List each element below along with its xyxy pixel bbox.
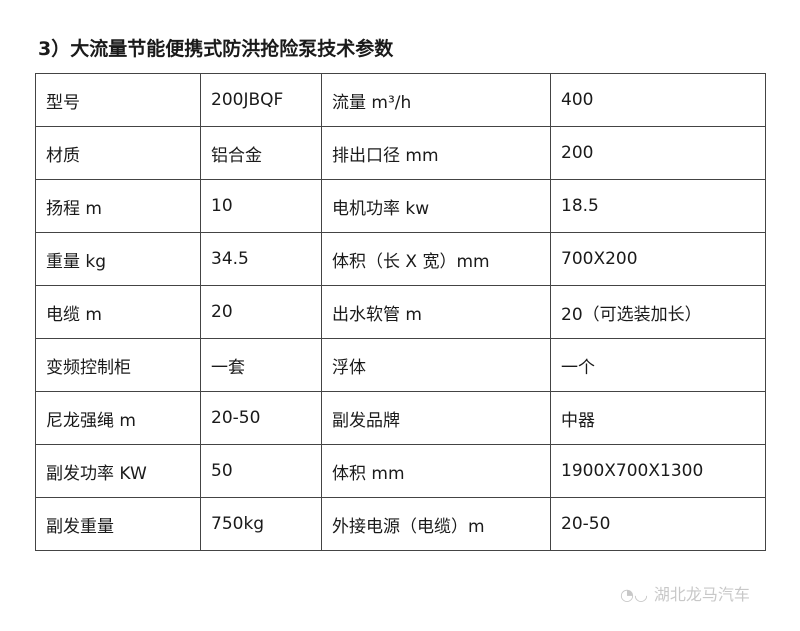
watermark: ◔◡ 湖北龙马汽车	[620, 581, 756, 605]
wechat-icon: ◔◡	[620, 585, 648, 604]
table-cell: 20-50	[200, 391, 322, 445]
table-row: 副发功率 KW 50 体积 mm 1900X700X1300	[35, 444, 766, 498]
table-row: 型号 200JBQF 流量 m³/h 400	[35, 73, 766, 127]
table-row: 变频控制柜 一套 浮体 一个	[35, 338, 766, 392]
page-title: 3）大流量节能便携式防洪抢险泵技术参数	[38, 38, 394, 60]
table-row: 重量 kg 34.5 体积（长 X 宽）mm 700X200	[35, 232, 766, 286]
table-cell: 18.5	[550, 179, 766, 233]
table-cell: 一个	[550, 338, 766, 392]
table-cell: 10	[200, 179, 322, 233]
table-cell: 外接电源（电缆）m	[321, 497, 551, 551]
table-cell: 200	[550, 126, 766, 180]
table-cell: 700X200	[550, 232, 766, 286]
table-cell: 20（可选装加长）	[550, 285, 766, 339]
table-cell: 750kg	[200, 497, 322, 551]
table-cell: 20	[200, 285, 322, 339]
table-cell: 200JBQF	[200, 73, 322, 127]
table-cell: 体积（长 X 宽）mm	[321, 232, 551, 286]
table-cell: 变频控制柜	[35, 338, 201, 392]
table-cell: 扬程 m	[35, 179, 201, 233]
table-cell: 排出口径 mm	[321, 126, 551, 180]
table-cell: 中器	[550, 391, 766, 445]
table-row: 扬程 m 10 电机功率 kw 18.5	[35, 179, 766, 233]
spec-table: 型号 200JBQF 流量 m³/h 400 材质 铝合金 排出口径 mm 200 扬程 m 10…	[35, 73, 766, 551]
table-cell: 20-50	[550, 497, 766, 551]
table-cell: 副发功率 KW	[35, 444, 201, 498]
table-cell: 电机功率 kw	[321, 179, 551, 233]
table-cell: 重量 kg	[35, 232, 201, 286]
table-cell: 尼龙强绳 m	[35, 391, 201, 445]
table-cell: 流量 m³/h	[321, 73, 551, 127]
table-cell: 体积 mm	[321, 444, 551, 498]
table-cell: 出水软管 m	[321, 285, 551, 339]
watermark-text: 湖北龙马汽车	[653, 585, 750, 604]
table-row: 材质 铝合金 排出口径 mm 200	[35, 126, 766, 180]
table-cell: 400	[550, 73, 766, 127]
table-cell: 50	[200, 444, 322, 498]
table-cell: 材质	[35, 126, 201, 180]
table-cell: 副发品牌	[321, 391, 551, 445]
table-row: 副发重量 750kg 外接电源（电缆）m 20-50	[35, 497, 766, 551]
table-row: 电缆 m 20 出水软管 m 20（可选装加长）	[35, 285, 766, 339]
table-row: 尼龙强绳 m 20-50 副发品牌 中器	[35, 391, 766, 445]
table-cell: 副发重量	[35, 497, 201, 551]
table-cell: 一套	[200, 338, 322, 392]
table-cell: 电缆 m	[35, 285, 201, 339]
table-cell: 铝合金	[200, 126, 322, 180]
table-cell: 34.5	[200, 232, 322, 286]
table-cell: 浮体	[321, 338, 551, 392]
table-cell: 1900X700X1300	[550, 444, 766, 498]
table-cell: 型号	[35, 73, 201, 127]
